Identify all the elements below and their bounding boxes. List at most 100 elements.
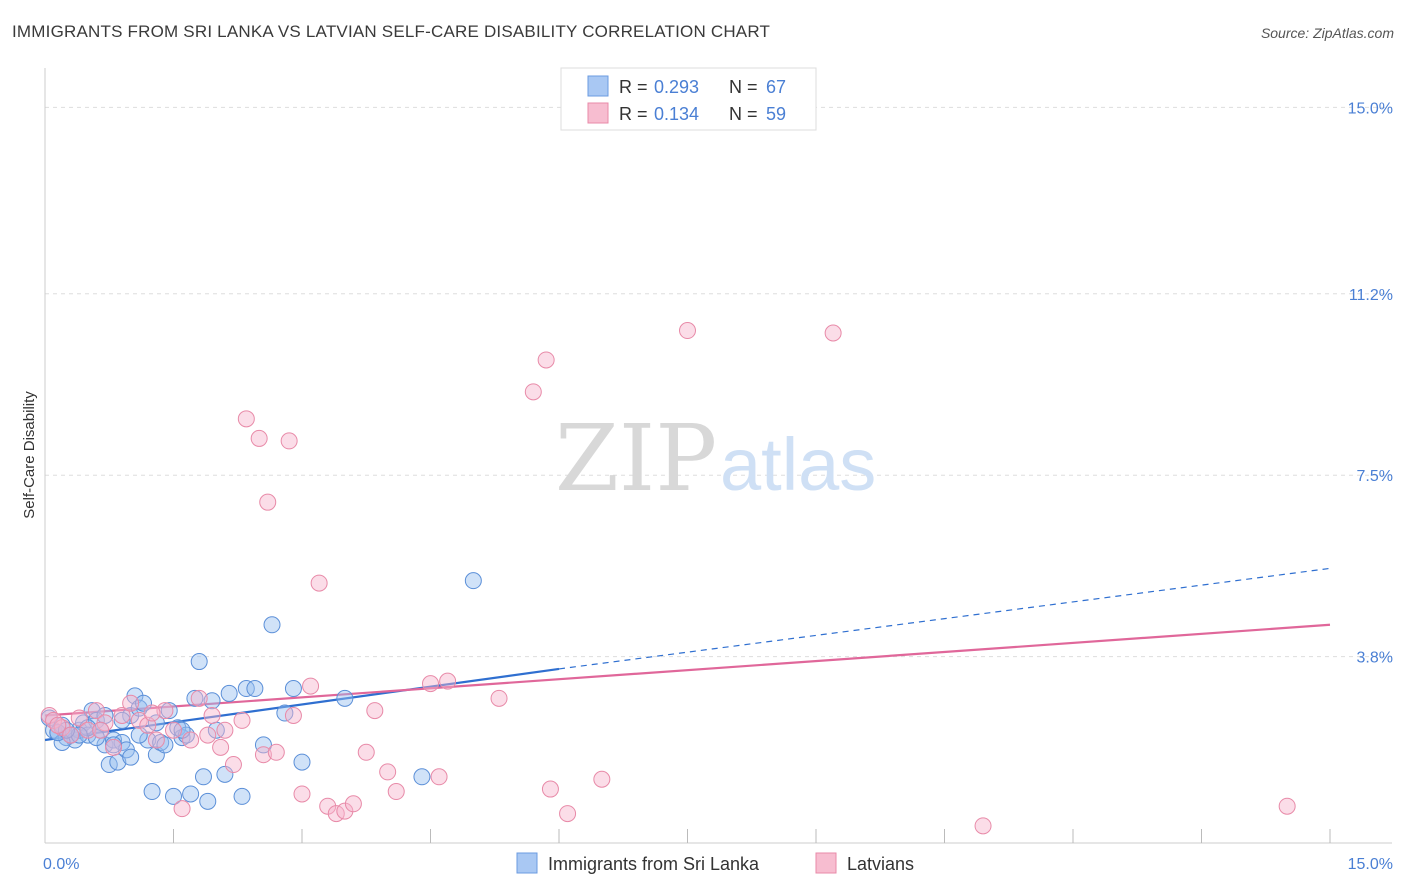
point-s1-58 (92, 721, 110, 739)
y-tick-label-0: 3.8% (1357, 650, 1393, 667)
point-s1-52 (824, 324, 842, 342)
point-s1-13 (147, 731, 165, 749)
legend-n-value-0: 67 (766, 77, 786, 97)
point-s1-41 (379, 763, 397, 781)
point-s1-16 (173, 800, 191, 818)
point-s0-63 (173, 721, 191, 739)
point-s1-53 (974, 817, 992, 835)
point-s1-42 (387, 783, 405, 801)
point-s1-31 (284, 707, 302, 724)
point-s1-37 (336, 802, 354, 820)
point-s0-55 (113, 711, 131, 729)
x-tick-labels: 0.0% 15.0% (43, 856, 1393, 873)
series-label-1: Latvians (847, 854, 914, 874)
y-axis-label: Self-Care Disability (21, 391, 38, 519)
legend-n-value-1: 59 (766, 104, 786, 124)
point-s0-45 (254, 736, 272, 754)
point-s1-55 (422, 675, 439, 693)
point-s0-19 (122, 707, 140, 724)
data-points (40, 322, 1296, 835)
legend-n-label-1: N = (729, 104, 758, 124)
point-s0-37 (199, 792, 217, 810)
point-s1-54 (1278, 797, 1296, 815)
point-s0-29 (165, 787, 182, 805)
point-s1-28 (259, 493, 277, 511)
point-s1-45 (490, 689, 508, 707)
point-s0-36 (194, 768, 212, 786)
point-s1-29 (267, 743, 285, 761)
legend-swatch-1 (587, 102, 609, 124)
point-s0-38 (203, 692, 221, 710)
trend-line-dashed-0 (558, 567, 1331, 670)
point-s0-50 (336, 689, 354, 707)
point-s1-15 (165, 721, 182, 739)
point-s1-50 (593, 770, 611, 788)
point-s0-34 (186, 689, 204, 707)
point-s1-51 (679, 322, 696, 340)
point-s0-42 (233, 787, 251, 805)
point-s0-48 (284, 680, 302, 698)
legend-n-label-0: N = (729, 77, 758, 97)
watermark-zip: ZIP (555, 405, 717, 512)
point-s1-21 (212, 738, 230, 756)
trend-lines (44, 567, 1331, 742)
point-s0-46 (263, 616, 281, 634)
point-s0-27 (156, 736, 174, 754)
point-s1-30 (280, 432, 298, 450)
point-s1-49 (559, 805, 577, 823)
y-tick-label-3: 15.0% (1348, 100, 1393, 117)
point-s1-40 (366, 702, 384, 720)
series-legend: Immigrants from Sri Lanka Latvians (516, 852, 914, 874)
series-swatch-1 (815, 852, 837, 874)
point-s0-51 (413, 768, 431, 786)
y-tick-label-2: 11.2% (1349, 287, 1393, 304)
legend-r-value-1: 0.134 (654, 104, 699, 124)
point-s1-56 (143, 704, 161, 722)
x-tick-label-0: 0.0% (43, 856, 79, 873)
point-s0-28 (160, 702, 178, 720)
point-s0-41 (220, 684, 238, 702)
legend-r-label-0: R = (619, 77, 648, 97)
point-s1-4 (70, 709, 88, 727)
y-tick-labels: 3.8% 7.5% 11.2% 15.0% (1348, 100, 1393, 666)
point-s1-18 (190, 689, 208, 707)
legend-r-value-0: 0.293 (654, 77, 699, 97)
chart-title: IMMIGRANTS FROM SRI LANKA VS LATVIAN SEL… (12, 22, 771, 41)
point-s1-48 (541, 780, 559, 798)
point-s1-20 (203, 707, 221, 724)
point-s1-24 (233, 711, 251, 729)
series-label-0: Immigrants from Sri Lanka (548, 854, 760, 874)
point-s1-17 (182, 731, 200, 749)
point-s1-32 (293, 785, 311, 803)
point-s1-26 (250, 429, 268, 447)
point-s1-44 (439, 672, 457, 690)
grid-lines (45, 106, 1392, 658)
point-s1-46 (524, 383, 542, 401)
point-s1-3 (62, 726, 80, 744)
point-s1-47 (537, 351, 555, 369)
point-s1-38 (344, 795, 362, 813)
point-s0-56 (130, 726, 148, 744)
point-s0-24 (143, 783, 161, 801)
point-s0-10 (83, 702, 101, 720)
legend-swatch-0 (587, 75, 609, 97)
point-s1-23 (224, 756, 242, 774)
point-s0-40 (216, 765, 234, 783)
x-tick-label-1: 15.0% (1348, 856, 1393, 873)
point-s0-44 (246, 680, 264, 698)
point-s0-65 (122, 748, 140, 766)
watermark: ZIP atlas (555, 405, 876, 512)
correlation-legend: R = 0.293 N = 67 R = 0.134 N = 59 (560, 67, 817, 131)
point-s0-49 (293, 753, 311, 771)
point-s0-52 (464, 572, 482, 590)
point-s1-33 (302, 677, 320, 695)
point-s1-39 (357, 743, 375, 761)
point-s1-11 (130, 711, 148, 729)
point-s1-19 (199, 726, 217, 744)
point-s1-10 (122, 694, 140, 712)
trend-line-1 (44, 623, 1331, 717)
point-s1-34 (310, 574, 328, 592)
point-s0-60 (70, 726, 88, 744)
source-credit: Source: ZipAtlas.com (1260, 25, 1394, 41)
